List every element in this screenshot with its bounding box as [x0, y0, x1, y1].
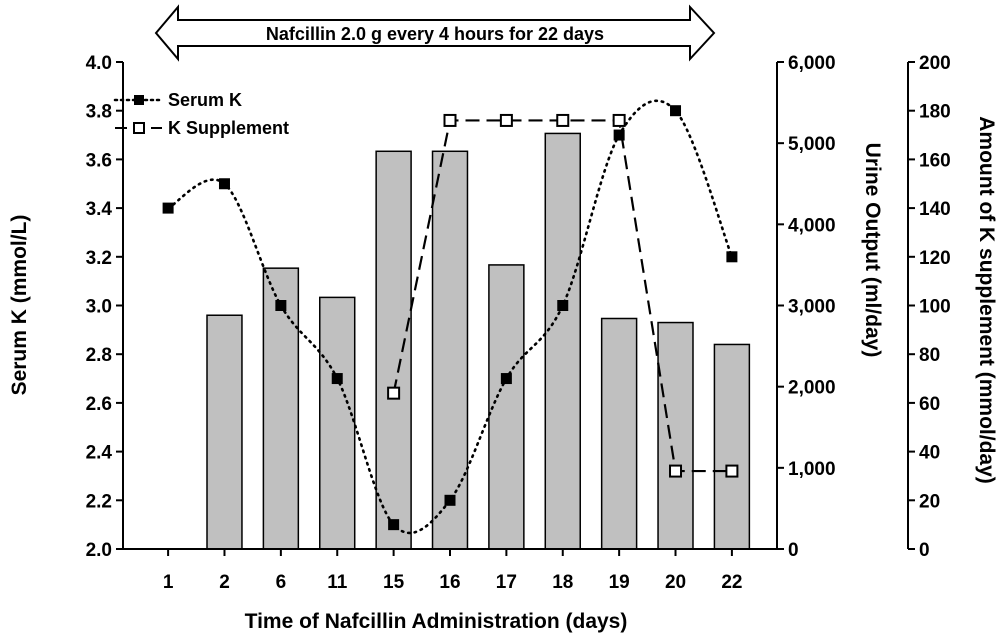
- k-supplement-point: [387, 386, 401, 400]
- x-axis-tick-label: 2: [219, 572, 230, 593]
- left-axis-tick-label: 2.4: [86, 443, 113, 464]
- urine-axis-ticks: 0 1,000 2,000 3,000 4,000 5,000 6,000: [777, 53, 836, 561]
- serum-k-point: [218, 178, 230, 190]
- left-axis-ticks: 2.0 2.2 2.4 2.6 2.8 3.0 3.2 3.4 3.6 3.8 4.0: [86, 53, 123, 561]
- supplement-axis-tick-label: 40: [919, 443, 940, 464]
- x-axis-title: Time of Nafcillin Administration (days): [245, 610, 628, 633]
- k-supplement-point: [499, 113, 513, 127]
- serum-k-point: [275, 300, 287, 311]
- left-axis-tick-label: 2.2: [86, 491, 112, 512]
- urine-axis-tick-label: 1,000: [788, 459, 836, 480]
- urine-output-bar: [488, 264, 525, 550]
- supplement-axis-tick-label: 180: [919, 102, 951, 123]
- banner-double-arrow: [154, 4, 716, 62]
- supplement-axis-tick-label: 200: [919, 53, 951, 74]
- urine-axis-title: Urine Output (ml/day): [861, 143, 884, 358]
- urine-output-bar: [657, 321, 694, 550]
- banner-text: Nafcillin 2.0 g every 4 hours for 22 day…: [266, 24, 604, 44]
- urine-axis-tick-label: 6,000: [788, 53, 836, 74]
- x-axis-ticks: 1 2 6 11 15 16 17 18 19 20 22: [163, 549, 742, 593]
- left-axis-tick-label: 2.6: [86, 394, 112, 415]
- left-axis-tick-label: 3.2: [86, 248, 112, 269]
- x-axis-tick-label: 11: [327, 572, 348, 593]
- urine-output-bar: [431, 150, 469, 550]
- urine-axis-tick-label: 5,000: [788, 134, 836, 155]
- supplement-axis-tick-label: 120: [919, 248, 951, 269]
- supplement-axis-tick-label: 140: [919, 199, 951, 220]
- supplement-axis-tick-label: 160: [919, 150, 951, 171]
- urine-output-bar: [713, 343, 751, 550]
- serum-k-point: [162, 202, 174, 214]
- legend-k-supplement-marker: [133, 122, 145, 134]
- supplement-axis-ticks: 0 20 40 60 80 100 120 140 160 180 200: [908, 53, 951, 561]
- urine-output-bar: [206, 314, 243, 550]
- serum-k-point: [613, 129, 625, 141]
- urine-axis-tick-label: 3,000: [788, 297, 836, 318]
- supplement-axis-tick-label: 0: [919, 540, 930, 561]
- k-supplement-series: [387, 113, 739, 478]
- left-axis-tick-label: 3.0: [86, 297, 112, 318]
- urine-axis-tick-label: 4,000: [788, 215, 836, 236]
- urine-output-bar: [319, 296, 356, 550]
- serum-k-point: [388, 519, 400, 531]
- x-axis-tick-label: 18: [552, 572, 573, 593]
- k-supplement-point: [556, 113, 570, 127]
- legend-serum-k-marker: [134, 95, 144, 105]
- urine-output-bar: [262, 267, 300, 550]
- x-axis-tick-label: 15: [383, 572, 405, 593]
- banner: Nafcillin 2.0 g every 4 hours for 22 day…: [154, 4, 716, 62]
- serum-k-series: [162, 99, 738, 535]
- supplement-axis-tick-label: 60: [919, 394, 940, 415]
- x-axis-tick-label: 17: [496, 572, 517, 593]
- supplement-axis-title: Amount of K supplement (mmol/day): [975, 116, 998, 484]
- serum-k-point: [726, 251, 738, 263]
- urine-axis-tick-label: 0: [788, 540, 799, 561]
- x-axis-tick-label: 19: [609, 572, 630, 593]
- serum-k-point: [500, 373, 512, 385]
- legend: Serum K K Supplement: [113, 90, 289, 138]
- left-axis-title: Serum K (mmol/L): [8, 215, 31, 396]
- supplement-axis-tick-label: 20: [919, 491, 940, 512]
- serum-k-point: [331, 373, 343, 385]
- legend-item-k-supplement: K Supplement: [115, 118, 289, 138]
- legend-item-serum-k: Serum K: [113, 90, 242, 110]
- serum-k-point: [557, 300, 569, 311]
- k-supplement-point: [669, 464, 683, 478]
- left-axis-tick-label: 2.0: [86, 540, 112, 561]
- left-axis-tick-label: 3.8: [86, 102, 112, 123]
- x-axis-tick-label: 6: [276, 572, 287, 593]
- k-supplement-point: [725, 464, 739, 478]
- k-supplement-point: [443, 113, 457, 127]
- left-axis-tick-label: 3.6: [86, 150, 112, 171]
- urine-output-bar: [544, 132, 581, 550]
- bar-series: [206, 132, 751, 550]
- serum-k-line: [166, 99, 734, 535]
- left-axis-tick-label: 2.8: [86, 345, 112, 366]
- urine-axis-tick-label: 2,000: [788, 378, 836, 399]
- x-axis-tick-label: 16: [439, 572, 460, 593]
- left-axis-tick-label: 3.4: [86, 199, 113, 220]
- legend-k-supplement-label: K Supplement: [168, 118, 289, 138]
- left-axis-tick-label: 4.0: [86, 53, 112, 74]
- x-axis-tick-label: 20: [665, 572, 686, 593]
- k-supplement-point: [612, 113, 626, 127]
- x-axis-tick-label: 1: [163, 572, 174, 593]
- supplement-axis-tick-label: 80: [919, 345, 940, 366]
- urine-output-bar: [600, 317, 638, 550]
- x-axis-tick-label: 22: [721, 572, 742, 593]
- legend-serum-k-label: Serum K: [168, 90, 242, 110]
- serum-k-point: [444, 494, 456, 506]
- urine-output-bar: [375, 150, 412, 550]
- supplement-axis-tick-label: 100: [919, 297, 951, 318]
- serum-k-point: [670, 105, 682, 117]
